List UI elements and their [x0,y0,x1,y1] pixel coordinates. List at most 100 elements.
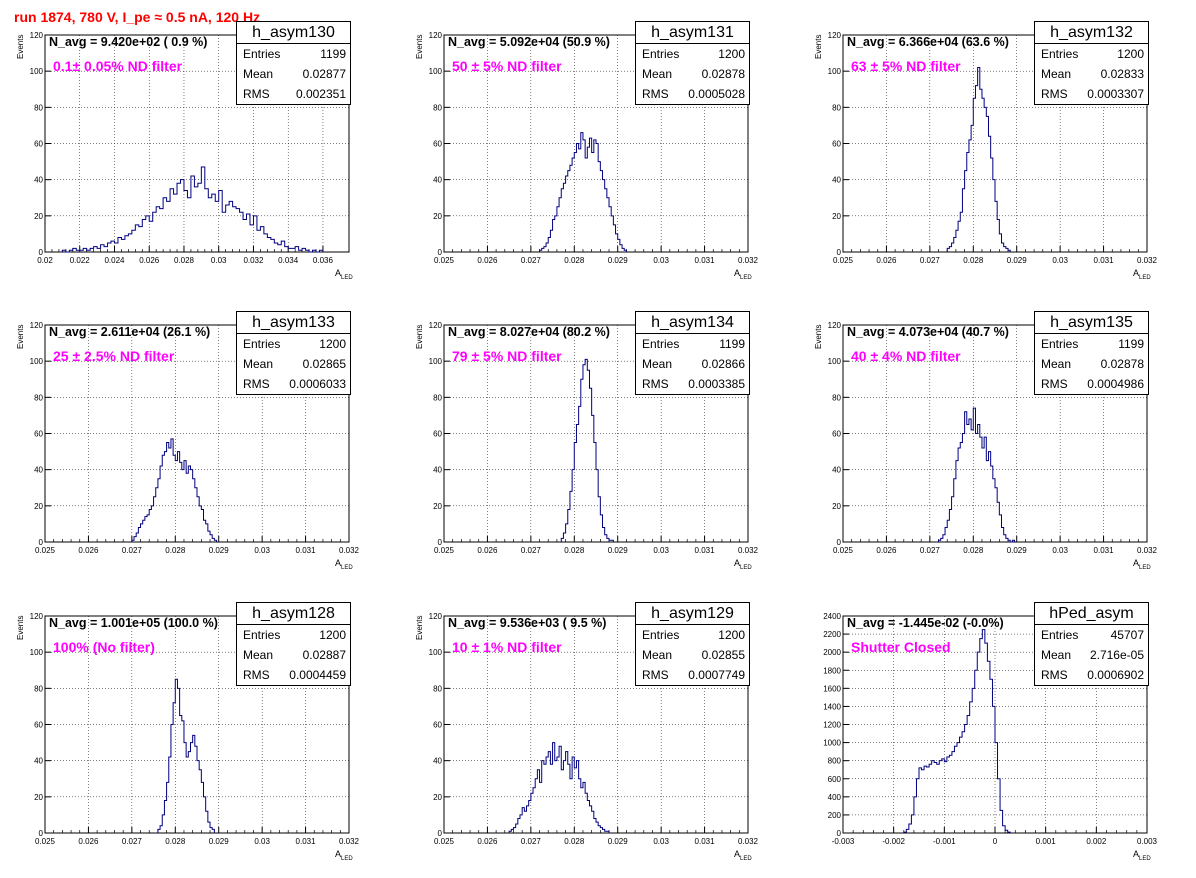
stats-key: Mean [642,67,673,81]
filter-label: 40 ± 4% ND filter [851,348,961,364]
x-tick-label: 0.03 [1052,546,1068,555]
y-tick-label: 1400 [823,702,841,711]
x-axis-label-sub: LED [740,565,752,571]
histogram-pad: 0.025 0.026 0.027 0.028 0.029 0.03 0.031 0.032 0… [399,0,813,297]
stats-value: 1199 [1118,337,1144,351]
stats-key: Mean [642,648,673,662]
stats-key: Mean [243,357,274,371]
x-tick-label: 0.031 [695,546,716,555]
x-tick-label: 0.029 [1007,546,1028,555]
stats-value: 0.0004986 [1087,377,1144,391]
stats-row-rms: RMS 0.0005028 [636,84,749,104]
x-tick-label: 0 [993,837,998,846]
y-tick-label: 120 [30,31,44,40]
y-tick-label: 1000 [823,739,841,748]
y-tick-label: 80 [34,103,43,112]
x-axis-label-sub: LED [1139,856,1151,862]
y-tick-label: 60 [433,140,442,149]
y-tick-label: 0 [39,829,44,838]
stats-key: Entries [243,628,281,642]
histogram-name: h_asym129 [636,603,749,625]
y-tick-label: 100 [30,357,44,366]
x-axis-label-sub: LED [1139,275,1151,281]
stats-value: 0.02877 [302,67,346,81]
stats-value: 0.02878 [701,67,745,81]
histogram-pad: 0.02 0.022 0.024 0.026 0.028 0.03 0.032 0.034 0.… [0,0,414,297]
y-axis-label: Events [814,325,823,349]
stats-key: Entries [642,628,680,642]
filter-label: 79 ± 5% ND filter [452,348,562,364]
y-tick-label: 120 [30,321,44,330]
y-tick-label: 1200 [823,721,841,730]
n-avg-label: N_avg = 5.092e+04 (50.9 %) [448,35,610,49]
x-tick-label: 0.026 [477,256,498,265]
y-axis-label: Events [16,616,25,640]
stats-row-mean: Mean 0.02855 [636,645,749,665]
stats-box: h_asym130 Entries 1199 Mean 0.02877 RMS 0.0023… [236,21,351,105]
x-tick-label: 0.032 [339,546,360,555]
stats-key: RMS [1041,377,1068,391]
x-tick-label: 0.032 [1137,546,1158,555]
filter-label: 0.1± 0.05% ND filter [53,58,183,74]
filter-label: 63 ± 5% ND filter [851,58,961,74]
stats-row-entries: Entries 1200 [636,44,749,64]
y-tick-label: 100 [828,357,842,366]
x-axis-label: ALED [335,558,353,571]
stats-value: 0.0005028 [688,87,745,101]
histogram-plot: 0.025 0.026 0.027 0.028 0.029 0.03 0.031 0.032 0… [415,612,759,862]
stats-box: h_asym133 Entries 1200 Mean 0.02865 RMS 0.0006… [236,311,351,395]
stats-box: h_asym128 Entries 1200 Mean 0.02887 RMS 0.0004… [236,602,351,686]
stats-key: Entries [243,337,281,351]
stats-key: Entries [243,47,281,61]
y-tick-label: 0 [837,829,842,838]
y-axis-label: Events [16,325,25,349]
histogram-name: h_asym128 [237,603,350,625]
stats-key: Entries [1041,628,1079,642]
x-tick-label: 0.031 [296,837,317,846]
x-tick-label: 0.031 [296,546,317,555]
stats-box: h_asym135 Entries 1199 Mean 0.02878 RMS 0.0004… [1034,311,1149,395]
y-tick-label: 60 [34,140,43,149]
stats-row-entries: Entries 1199 [237,44,350,64]
y-tick-label: 80 [433,103,442,112]
histogram-pad: 0.025 0.026 0.027 0.028 0.029 0.03 0.031 0.032 0… [399,290,813,587]
y-tick-label: 120 [828,31,842,40]
stats-key: RMS [243,87,270,101]
y-tick-label: 100 [828,67,842,76]
x-tick-label: 0.028 [564,837,585,846]
y-tick-label: 60 [433,721,442,730]
histogram-plot: 0.025 0.026 0.027 0.028 0.029 0.03 0.031 0.032 0… [16,612,360,862]
y-tick-label: 20 [433,502,442,511]
stats-value: 0.02855 [701,648,745,662]
x-axis-label-main: A [335,268,341,278]
stats-key: RMS [1041,668,1068,682]
histogram-name: h_asym130 [237,22,350,44]
y-axis-label: Events [415,35,424,59]
stats-value: 0.0007749 [688,668,745,682]
x-tick-label: 0.022 [70,256,91,265]
y-tick-label: 1600 [823,684,841,693]
stats-box: h_asym132 Entries 1200 Mean 0.02833 RMS 0.0003… [1034,21,1149,105]
x-axis-label-main: A [1133,558,1139,568]
y-tick-label: 800 [828,757,842,766]
stats-value: 0.002351 [295,87,346,101]
histogram-series [560,358,614,542]
stats-value: 0.0003385 [688,377,745,391]
x-axis-label-main: A [734,268,740,278]
x-axis-label-sub: LED [341,856,353,862]
stats-row-rms: RMS 0.0003307 [1035,84,1148,104]
histogram-pad: 0.025 0.026 0.027 0.028 0.029 0.03 0.031 0.032 0… [798,290,1196,587]
stats-row-rms: RMS 0.0006902 [1035,665,1148,685]
x-tick-label: 0.03 [653,256,669,265]
x-axis-label-sub: LED [341,565,353,571]
stats-row-mean: Mean 2.716e-05 [1035,645,1148,665]
y-tick-label: 120 [429,321,443,330]
x-axis-label-main: A [734,558,740,568]
x-tick-label: 0.002 [1086,837,1107,846]
stats-key: Entries [1041,47,1079,61]
x-axis-label: ALED [734,268,752,281]
x-tick-label: 0.025 [35,837,56,846]
x-tick-label: 0.03 [211,256,227,265]
y-tick-label: 20 [433,793,442,802]
x-axis-label-main: A [335,849,341,859]
